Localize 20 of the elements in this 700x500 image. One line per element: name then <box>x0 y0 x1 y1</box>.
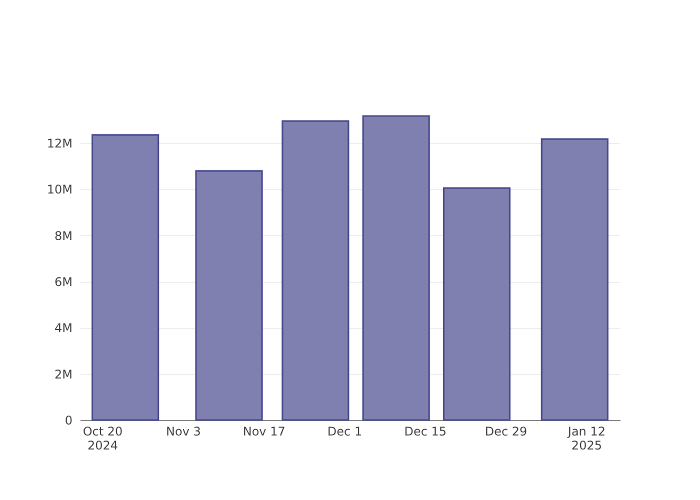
y-tick-label: 10M <box>46 182 72 197</box>
y-tick-label: 2M <box>54 367 72 382</box>
bar <box>442 187 511 421</box>
x-tick-label: Nov 17 <box>242 424 286 438</box>
bar <box>540 138 608 421</box>
bar <box>362 115 430 421</box>
x-tick-label: Dec 1 <box>327 424 362 438</box>
bar <box>195 170 263 421</box>
y-tick-label: 4M <box>54 321 72 336</box>
x-tick-label: Jan 12 2025 <box>566 424 606 452</box>
y-tick-label: 6M <box>54 275 72 290</box>
x-tick-label: Nov 3 <box>166 424 201 438</box>
bar <box>282 120 350 421</box>
y-tick-label: 12M <box>46 136 72 151</box>
y-tick-label: 0 <box>64 414 72 428</box>
y-tick-label: 8M <box>54 228 72 243</box>
x-tick-label: Dec 29 <box>484 424 528 438</box>
bar <box>92 134 160 421</box>
x-tick-label: Oct 20 2024 <box>82 424 123 452</box>
x-tick-label: Dec 15 <box>404 424 447 438</box>
